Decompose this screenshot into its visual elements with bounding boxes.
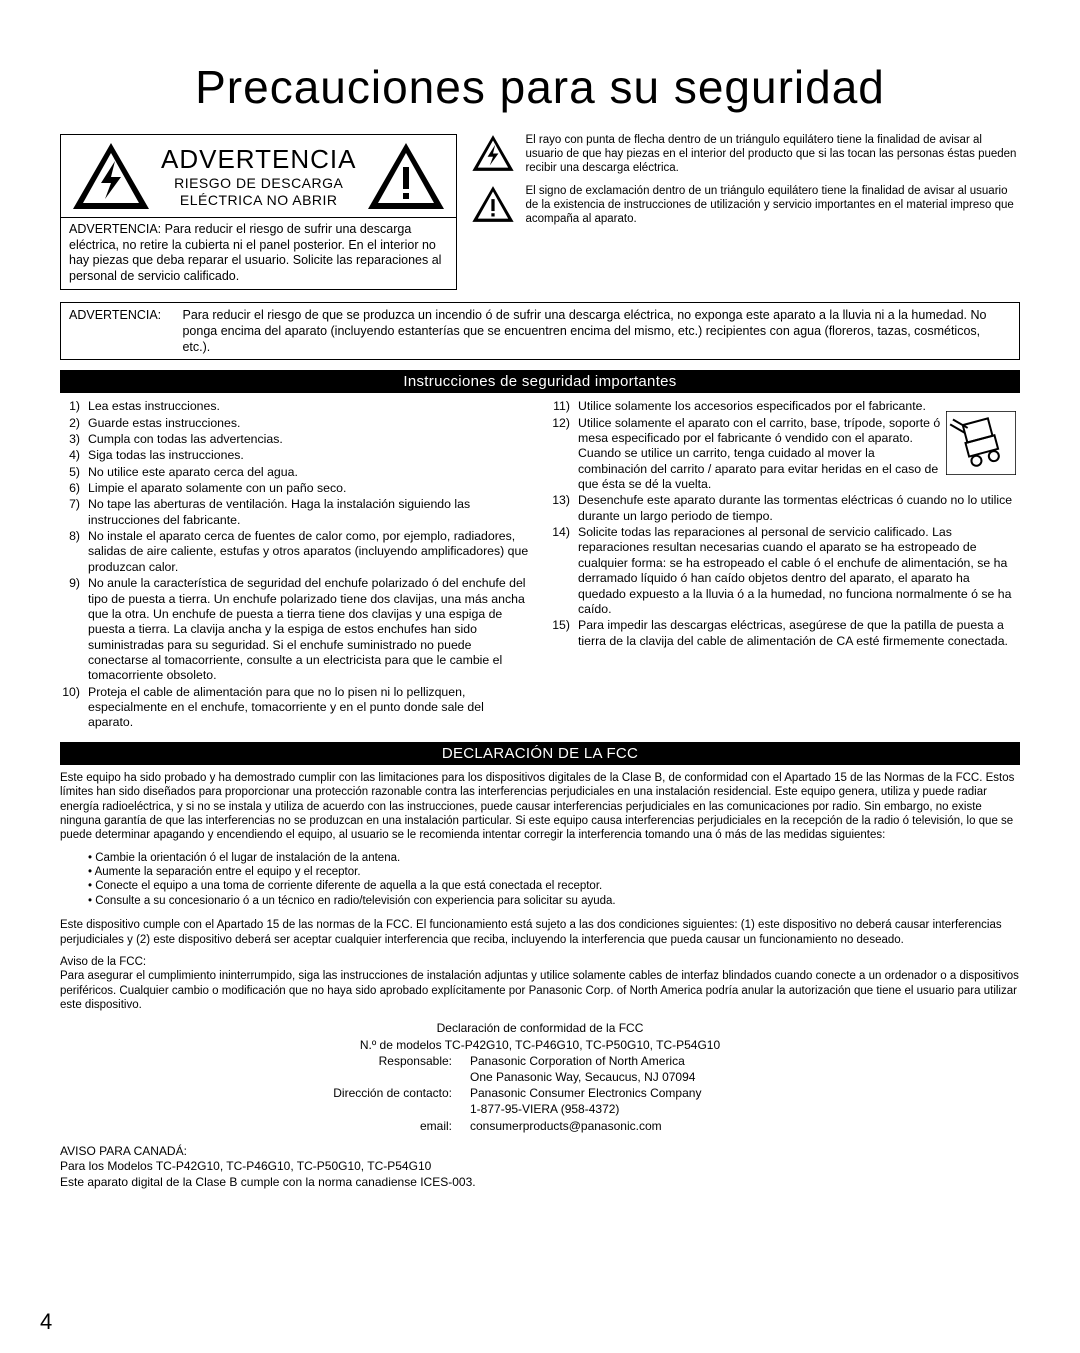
fcc-bullets: Cambie la orientación ó el lugar de inst… — [88, 851, 1020, 909]
legend-excl-row: El signo de exclamación dentro de un tri… — [471, 185, 1020, 226]
warning-row: ADVERTENCIA RIESGO DE DESCARGA ELÉCTRICA… — [60, 134, 457, 218]
icon-legend: El rayo con punta de flecha dentro de un… — [471, 134, 1020, 227]
instruction-item: 10)Proteja el cable de alimentación para… — [60, 685, 530, 731]
warning-note: ADVERTENCIA: Para reducir el riesgo de s… — [60, 218, 457, 290]
main-warning-label: ADVERTENCIA: — [69, 307, 179, 323]
conformity-block: Declaración de conformidad de la FCC N.º… — [60, 1020, 1020, 1133]
fcc-bullet: Conecte el equipo a una toma de corrient… — [88, 879, 1020, 893]
legend-bolt-row: El rayo con punta de flecha dentro de un… — [471, 134, 1020, 175]
conformity-row: 1-877-95-VIERA (958-4372) — [60, 1101, 1020, 1117]
conformity-row: Responsable:Panasonic Corporation of Nor… — [60, 1053, 1020, 1069]
instruction-item: 2)Guarde estas instrucciones. — [60, 416, 530, 431]
instruction-item: 9)No anule la característica de segurida… — [60, 576, 530, 684]
section-instructions-bar: Instrucciones de seguridad importantes — [60, 370, 1020, 393]
main-warning: ADVERTENCIA: Para reducir el riesgo de q… — [60, 302, 1020, 361]
instruction-item: 3)Cumpla con todas las advertencias. — [60, 432, 530, 447]
instructions-col-left: 1)Lea estas instrucciones. 2)Guarde estas… — [60, 399, 530, 732]
lightning-triangle-icon — [71, 141, 151, 211]
fcc-p1: Este equipo ha sido probado y ha demostr… — [60, 771, 1020, 843]
canada-notice: AVISO PARA CANADÁ: Para los Modelos TC-P… — [60, 1144, 1020, 1191]
top-warning-area: ADVERTENCIA RIESGO DE DESCARGA ELÉCTRICA… — [60, 134, 1020, 290]
instruction-item: 8)No instale el aparato cerca de fuentes… — [60, 529, 530, 575]
instruction-item: 13)Desenchufe este aparato durante las t… — [550, 493, 1020, 524]
page-number: 4 — [40, 1309, 52, 1335]
instruction-item: 1)Lea estas instrucciones. — [60, 399, 530, 414]
conformity-row: Dirección de contacto:Panasonic Consumer… — [60, 1085, 1020, 1101]
canada-title: AVISO PARA CANADÁ: — [60, 1144, 1020, 1160]
instruction-item: 7)No tape las aberturas de ventilación. … — [60, 497, 530, 528]
main-warning-text: Para reducir el riesgo de que se produzc… — [182, 307, 1004, 356]
legend-bolt-text: El rayo con punta de flecha dentro de un… — [525, 134, 1020, 175]
fcc-body: Este equipo ha sido probado y ha demostr… — [60, 771, 1020, 1013]
fcc-notice-label: Aviso de la FCC: — [60, 956, 146, 968]
instructions: 1)Lea estas instrucciones. 2)Guarde estas… — [60, 399, 1020, 732]
conformity-row: email:consumerproducts@panasonic.com — [60, 1118, 1020, 1134]
warning-center-text: ADVERTENCIA RIESGO DE DESCARGA ELÉCTRICA… — [161, 144, 356, 209]
exclamation-triangle-icon — [471, 185, 515, 223]
fcc-bullet: Consulte a su concesionario ó a un técni… — [88, 894, 1020, 908]
conformity-row: One Panasonic Way, Secaucus, NJ 07094 — [60, 1069, 1020, 1085]
canada-text: Este aparato digital de la Clase B cumpl… — [60, 1175, 1020, 1191]
lightning-triangle-icon — [471, 134, 515, 172]
instruction-item: 6)Limpie el aparato solamente con un pañ… — [60, 481, 530, 496]
instruction-item: 14)Solicite todas las reparaciones al pe… — [550, 525, 1020, 617]
section-fcc-bar: DECLARACIÓN DE LA FCC — [60, 742, 1020, 765]
conformity-title: Declaración de conformidad de la FCC — [60, 1020, 1020, 1036]
instructions-col-right: 11)Utilice solamente los accesorios espe… — [550, 399, 1020, 732]
fcc-p3: Para asegurar el cumplimiento ininterrum… — [60, 970, 1019, 1011]
riesgo-label: RIESGO DE DESCARGA ELÉCTRICA NO ABRIR — [161, 175, 356, 209]
fcc-bullet: Aumente la separación entre el equipo y … — [88, 865, 1020, 879]
canada-models: Para los Modelos TC-P42G10, TC-P46G10, T… — [60, 1159, 1020, 1175]
advertencia-label: ADVERTENCIA — [161, 144, 356, 175]
conformity-models: N.º de modelos TC-P42G10, TC-P46G10, TC-… — [60, 1037, 1020, 1053]
cart-tip-icon — [946, 411, 1016, 475]
page-title: Precauciones para su seguridad — [60, 60, 1020, 114]
legend-excl-text: El signo de exclamación dentro de un tri… — [525, 185, 1020, 226]
fcc-p2: Este dispositivo cumple con el Apartado … — [60, 918, 1020, 947]
instruction-item: 5)No utilice este aparato cerca del agua… — [60, 465, 530, 480]
instruction-item: 15)Para impedir las descargas eléctricas… — [550, 618, 1020, 649]
exclamation-triangle-icon — [366, 141, 446, 211]
fcc-bullet: Cambie la orientación ó el lugar de inst… — [88, 851, 1020, 865]
instruction-item: 4)Siga todas las instrucciones. — [60, 448, 530, 463]
warning-box: ADVERTENCIA RIESGO DE DESCARGA ELÉCTRICA… — [60, 134, 457, 290]
